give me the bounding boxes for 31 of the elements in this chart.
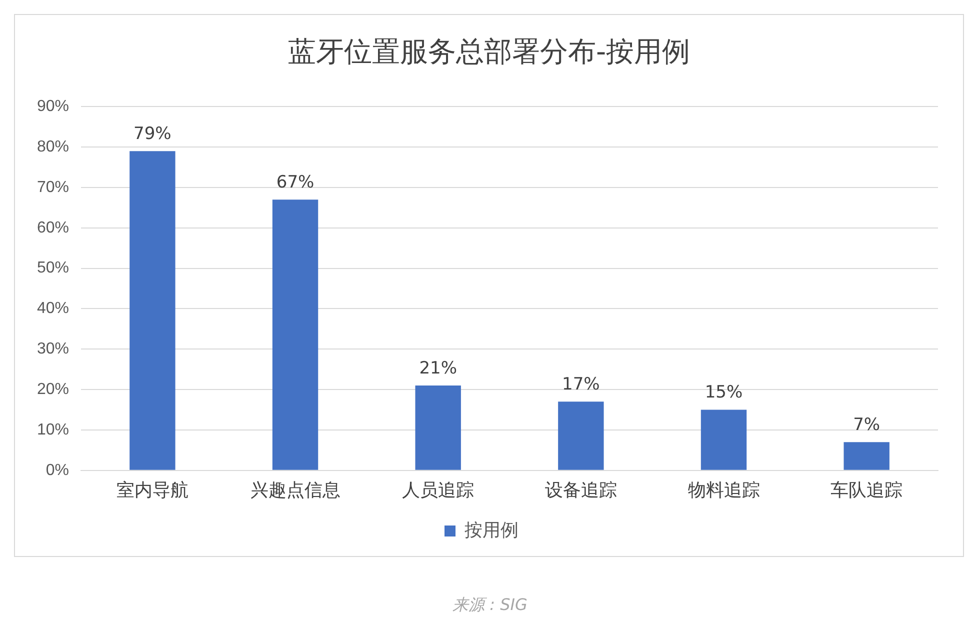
- y-tick-label: 90%: [36, 98, 70, 116]
- y-tick-label: 0%: [46, 462, 70, 479]
- y-tick-label: 50%: [36, 260, 70, 277]
- data-label: 15%: [704, 382, 743, 403]
- bar: [700, 410, 747, 470]
- x-tick-label: 兴趣点信息: [250, 480, 340, 500]
- bar: [130, 151, 176, 470]
- source-note: 来源 : SIG: [452, 595, 528, 616]
- data-label: 79%: [134, 124, 172, 144]
- y-tick-label: 80%: [36, 138, 70, 156]
- data-label: 21%: [419, 358, 457, 378]
- data-label: 17%: [562, 374, 600, 395]
- y-tick-label: 10%: [36, 421, 70, 438]
- y-tick-label: 60%: [36, 219, 70, 236]
- x-tick-label: 物料追踪: [688, 480, 760, 500]
- bar: [415, 386, 461, 470]
- x-tick-label: 设备追踪: [544, 480, 617, 500]
- y-tick-label: 40%: [36, 300, 70, 318]
- bar: [272, 200, 318, 470]
- y-tick-label: 30%: [36, 340, 70, 358]
- data-label: 67%: [276, 172, 314, 192]
- chart-title: 蓝牙位置服务总部署分布-按用例: [286, 34, 692, 70]
- x-tick-label: 车队追踪: [830, 480, 903, 500]
- x-tick-label: 室内导航: [116, 480, 188, 500]
- legend-label: 按用例: [464, 520, 518, 540]
- x-tick-label: 人员追踪: [402, 480, 474, 500]
- y-tick-label: 70%: [36, 178, 70, 196]
- bar: [558, 402, 604, 470]
- y-tick-label: 20%: [36, 380, 70, 398]
- bar: [844, 442, 890, 470]
- data-label: 7%: [853, 415, 880, 436]
